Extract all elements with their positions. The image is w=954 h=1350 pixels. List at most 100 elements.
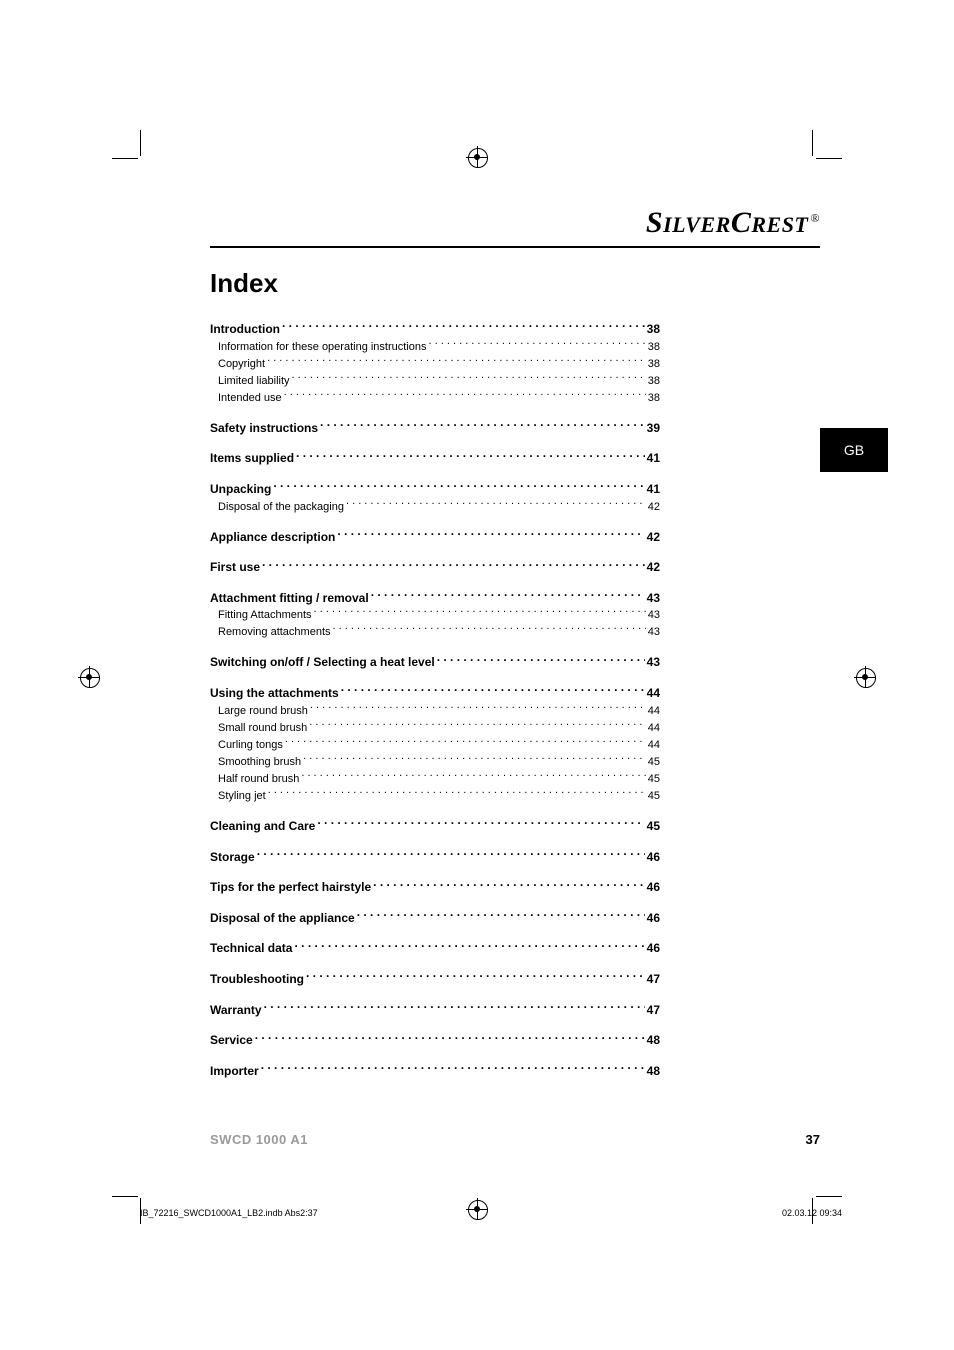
toc-sub-row: Removing attachments43 bbox=[210, 624, 660, 641]
toc-section: Safety instructions 39 bbox=[210, 419, 660, 438]
registration-mark-icon bbox=[466, 146, 488, 168]
toc-leader-dots bbox=[308, 703, 646, 714]
toc-heading-row: Troubleshooting47 bbox=[210, 970, 660, 989]
toc-heading-page: 47 bbox=[645, 970, 660, 989]
toc-heading-page: 46 bbox=[645, 848, 660, 867]
imprint-timestamp: 02.03.12 09:34 bbox=[782, 1208, 842, 1218]
toc-sub-label: Removing attachments bbox=[210, 624, 331, 641]
toc-leader-dots bbox=[315, 818, 644, 830]
toc-section: Importer48 bbox=[210, 1062, 660, 1081]
toc-sub-row: Fitting Attachments43 bbox=[210, 607, 660, 624]
page-title: Index bbox=[210, 268, 278, 299]
toc-heading-label: Storage bbox=[210, 848, 255, 867]
toc-leader-dots bbox=[266, 788, 646, 799]
toc-heading-label: Importer bbox=[210, 1062, 259, 1081]
toc-leader-dots bbox=[304, 971, 645, 983]
toc-heading-label: Unpacking bbox=[210, 480, 271, 499]
toc-sub-row: Half round brush45 bbox=[210, 771, 660, 788]
toc-heading-row: Appliance description42 bbox=[210, 528, 660, 547]
toc-heading-row: Cleaning and Care 45 bbox=[210, 817, 660, 836]
toc-section: Using the attachments44Large round brush… bbox=[210, 684, 660, 805]
crop-mark bbox=[112, 1196, 138, 1197]
toc-section: Items supplied 41 bbox=[210, 449, 660, 468]
toc-sub-page: 45 bbox=[646, 788, 660, 805]
toc-section: Storage 46 bbox=[210, 848, 660, 867]
toc-sub-row: Limited liability38 bbox=[210, 373, 660, 390]
toc-heading-row: Disposal of the appliance 46 bbox=[210, 909, 660, 928]
toc-heading-row: Switching on/off / Selecting a heat leve… bbox=[210, 653, 660, 672]
toc-heading-label: First use bbox=[210, 558, 260, 577]
toc-heading-label: Safety instructions bbox=[210, 419, 318, 438]
toc-leader-dots bbox=[318, 420, 645, 432]
toc-section: Switching on/off / Selecting a heat leve… bbox=[210, 653, 660, 672]
toc-leader-dots bbox=[435, 654, 645, 666]
toc-heading-label: Items supplied bbox=[210, 449, 294, 468]
toc-heading-page: 39 bbox=[645, 419, 660, 438]
toc-heading-page: 42 bbox=[645, 558, 660, 577]
toc-heading-row: Storage 46 bbox=[210, 848, 660, 867]
toc-heading-page: 41 bbox=[645, 480, 660, 499]
toc-heading-label: Tips for the perfect hairstyle bbox=[210, 878, 371, 897]
toc-heading-row: Tips for the perfect hairstyle46 bbox=[210, 878, 660, 897]
toc-sub-row: Copyright38 bbox=[210, 356, 660, 373]
toc-heading-row: Using the attachments44 bbox=[210, 684, 660, 703]
crop-mark bbox=[140, 130, 141, 156]
toc-sub-row: Small round brush44 bbox=[210, 720, 660, 737]
toc-leader-dots bbox=[283, 737, 646, 748]
registration-mark-icon bbox=[854, 666, 876, 688]
toc-heading-row: Safety instructions 39 bbox=[210, 419, 660, 438]
toc-section: Tips for the perfect hairstyle46 bbox=[210, 878, 660, 897]
toc-leader-dots bbox=[262, 1002, 645, 1014]
toc-sub-page: 45 bbox=[646, 754, 660, 771]
toc-section: Warranty47 bbox=[210, 1001, 660, 1020]
toc-heading-label: Cleaning and Care bbox=[210, 817, 315, 836]
toc-leader-dots bbox=[253, 1032, 645, 1044]
toc-sub-label: Limited liability bbox=[210, 373, 290, 390]
toc-heading-label: Disposal of the appliance bbox=[210, 909, 355, 928]
header-rule bbox=[210, 246, 820, 248]
toc-section: Attachment fitting / removal43Fitting At… bbox=[210, 589, 660, 642]
toc-heading-row: Service48 bbox=[210, 1031, 660, 1050]
toc-section: Disposal of the appliance 46 bbox=[210, 909, 660, 928]
toc-section: Appliance description42 bbox=[210, 528, 660, 547]
imprint-filename: IB_72216_SWCD1000A1_LB2.indb Abs2:37 bbox=[140, 1208, 318, 1218]
toc-section: Introduction38Information for these oper… bbox=[210, 320, 660, 407]
toc-section: Technical data 46 bbox=[210, 939, 660, 958]
toc-sub-row: Styling jet45 bbox=[210, 788, 660, 805]
crop-mark bbox=[112, 158, 138, 159]
toc-sub-page: 45 bbox=[646, 771, 660, 788]
toc-heading-row: First use 42 bbox=[210, 558, 660, 577]
toc-heading-page: 46 bbox=[645, 939, 660, 958]
toc-heading-row: Unpacking 41 bbox=[210, 480, 660, 499]
toc-heading-page: 43 bbox=[645, 589, 660, 608]
toc-heading-label: Technical data bbox=[210, 939, 292, 958]
toc-heading-page: 41 bbox=[645, 449, 660, 468]
toc-heading-label: Attachment fitting / removal bbox=[210, 589, 369, 608]
table-of-contents: Introduction38Information for these oper… bbox=[210, 320, 660, 1080]
toc-heading-label: Service bbox=[210, 1031, 253, 1050]
toc-sub-label: Large round brush bbox=[210, 703, 308, 720]
toc-sub-label: Smoothing brush bbox=[210, 754, 301, 771]
toc-heading-page: 42 bbox=[645, 528, 660, 547]
toc-heading-label: Using the attachments bbox=[210, 684, 339, 703]
toc-leader-dots bbox=[427, 339, 646, 350]
toc-heading-row: Introduction38 bbox=[210, 320, 660, 339]
toc-section: Unpacking41Disposal of the packaging42 bbox=[210, 480, 660, 516]
language-tab: GB bbox=[820, 428, 888, 472]
toc-leader-dots bbox=[280, 321, 645, 333]
toc-heading-row: Items supplied 41 bbox=[210, 449, 660, 468]
toc-heading-page: 46 bbox=[645, 909, 660, 928]
toc-heading-page: 45 bbox=[645, 817, 660, 836]
language-tab-label: GB bbox=[844, 442, 864, 458]
toc-section: Cleaning and Care 45 bbox=[210, 817, 660, 836]
toc-leader-dots bbox=[307, 720, 645, 731]
toc-leader-dots bbox=[331, 624, 646, 635]
toc-leader-dots bbox=[255, 849, 645, 861]
toc-sub-row: Intended use38 bbox=[210, 390, 660, 407]
toc-sub-label: Fitting Attachments bbox=[210, 607, 312, 624]
toc-leader-dots bbox=[339, 685, 645, 697]
toc-leader-dots bbox=[344, 499, 646, 510]
toc-leader-dots bbox=[312, 607, 646, 618]
page-header: SILVERCREST® bbox=[210, 206, 820, 248]
crop-mark bbox=[812, 130, 813, 156]
